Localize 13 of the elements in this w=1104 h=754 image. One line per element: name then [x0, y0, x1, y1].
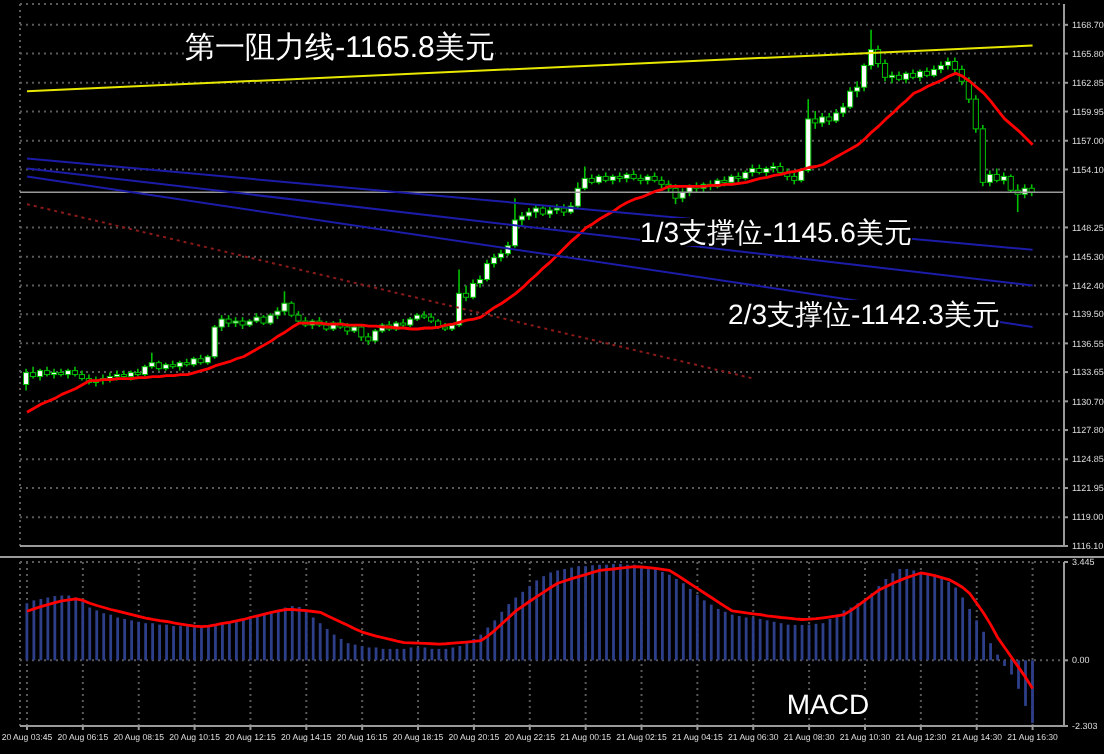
candlestick — [483, 258, 491, 283]
candlestick — [22, 367, 30, 392]
candlestick — [469, 278, 477, 301]
candlestick — [847, 86, 854, 110]
annotation: 1/3支撑位-1145.6美元 — [640, 216, 912, 248]
annotation: 第一阻力线-1165.8美元 — [185, 31, 495, 65]
annotation: MACD — [786, 688, 870, 720]
candlestick — [511, 197, 519, 249]
candlestick — [888, 70, 896, 85]
line-series — [25, 565, 1034, 690]
line-series — [25, 71, 1034, 414]
candlestick — [281, 290, 288, 316]
annotation: 2/3支撑位-1142.3美元 — [728, 298, 1000, 330]
